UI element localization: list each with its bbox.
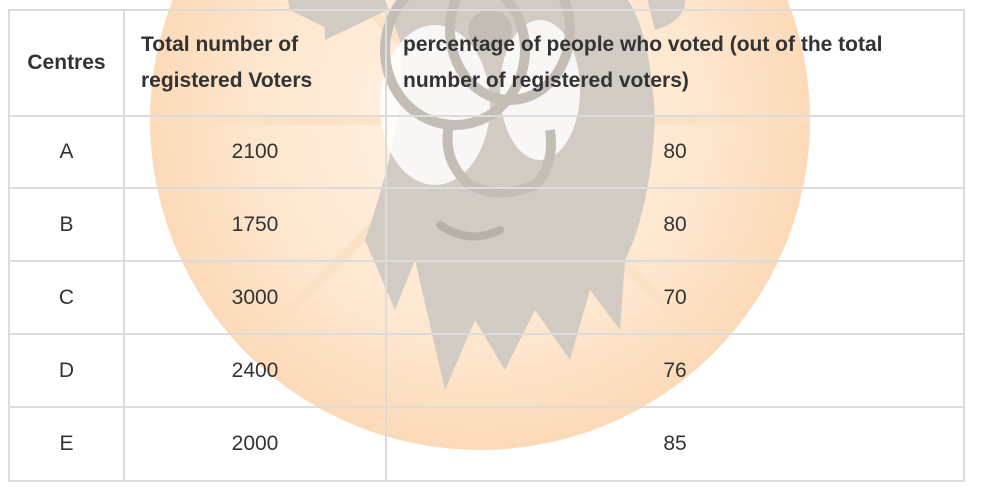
cell-percentage: 80: [385, 187, 965, 262]
cell-centre: D: [8, 333, 125, 408]
cell-total: 2100: [123, 115, 387, 189]
cell-centre: C: [8, 260, 125, 335]
cell-percentage: 80: [385, 115, 965, 189]
voter-table: Centres Total number of registered Voter…: [8, 9, 965, 482]
cell-percentage: 76: [385, 333, 965, 408]
table-header-row: Centres Total number of registered Voter…: [8, 9, 965, 117]
cell-percentage: 85: [385, 406, 965, 482]
cell-total: 3000: [123, 260, 387, 335]
cell-percentage: 70: [385, 260, 965, 335]
cell-total: 1750: [123, 187, 387, 262]
cell-centre: A: [8, 115, 125, 189]
header-percentage-voted: percentage of people who voted (out of t…: [385, 9, 965, 117]
cell-total: 2000: [123, 406, 387, 482]
cell-total: 2400: [123, 333, 387, 408]
table-row: C 3000 70: [8, 260, 965, 335]
table-row: E 2000 85: [8, 406, 965, 482]
table-row: D 2400 76: [8, 333, 965, 408]
table-row: A 2100 80: [8, 115, 965, 189]
cell-centre: E: [8, 406, 125, 482]
cell-centre: B: [8, 187, 125, 262]
header-total-voters: Total number of registered Voters: [123, 9, 387, 117]
header-centres: Centres: [8, 9, 125, 117]
table-row: B 1750 80: [8, 187, 965, 262]
